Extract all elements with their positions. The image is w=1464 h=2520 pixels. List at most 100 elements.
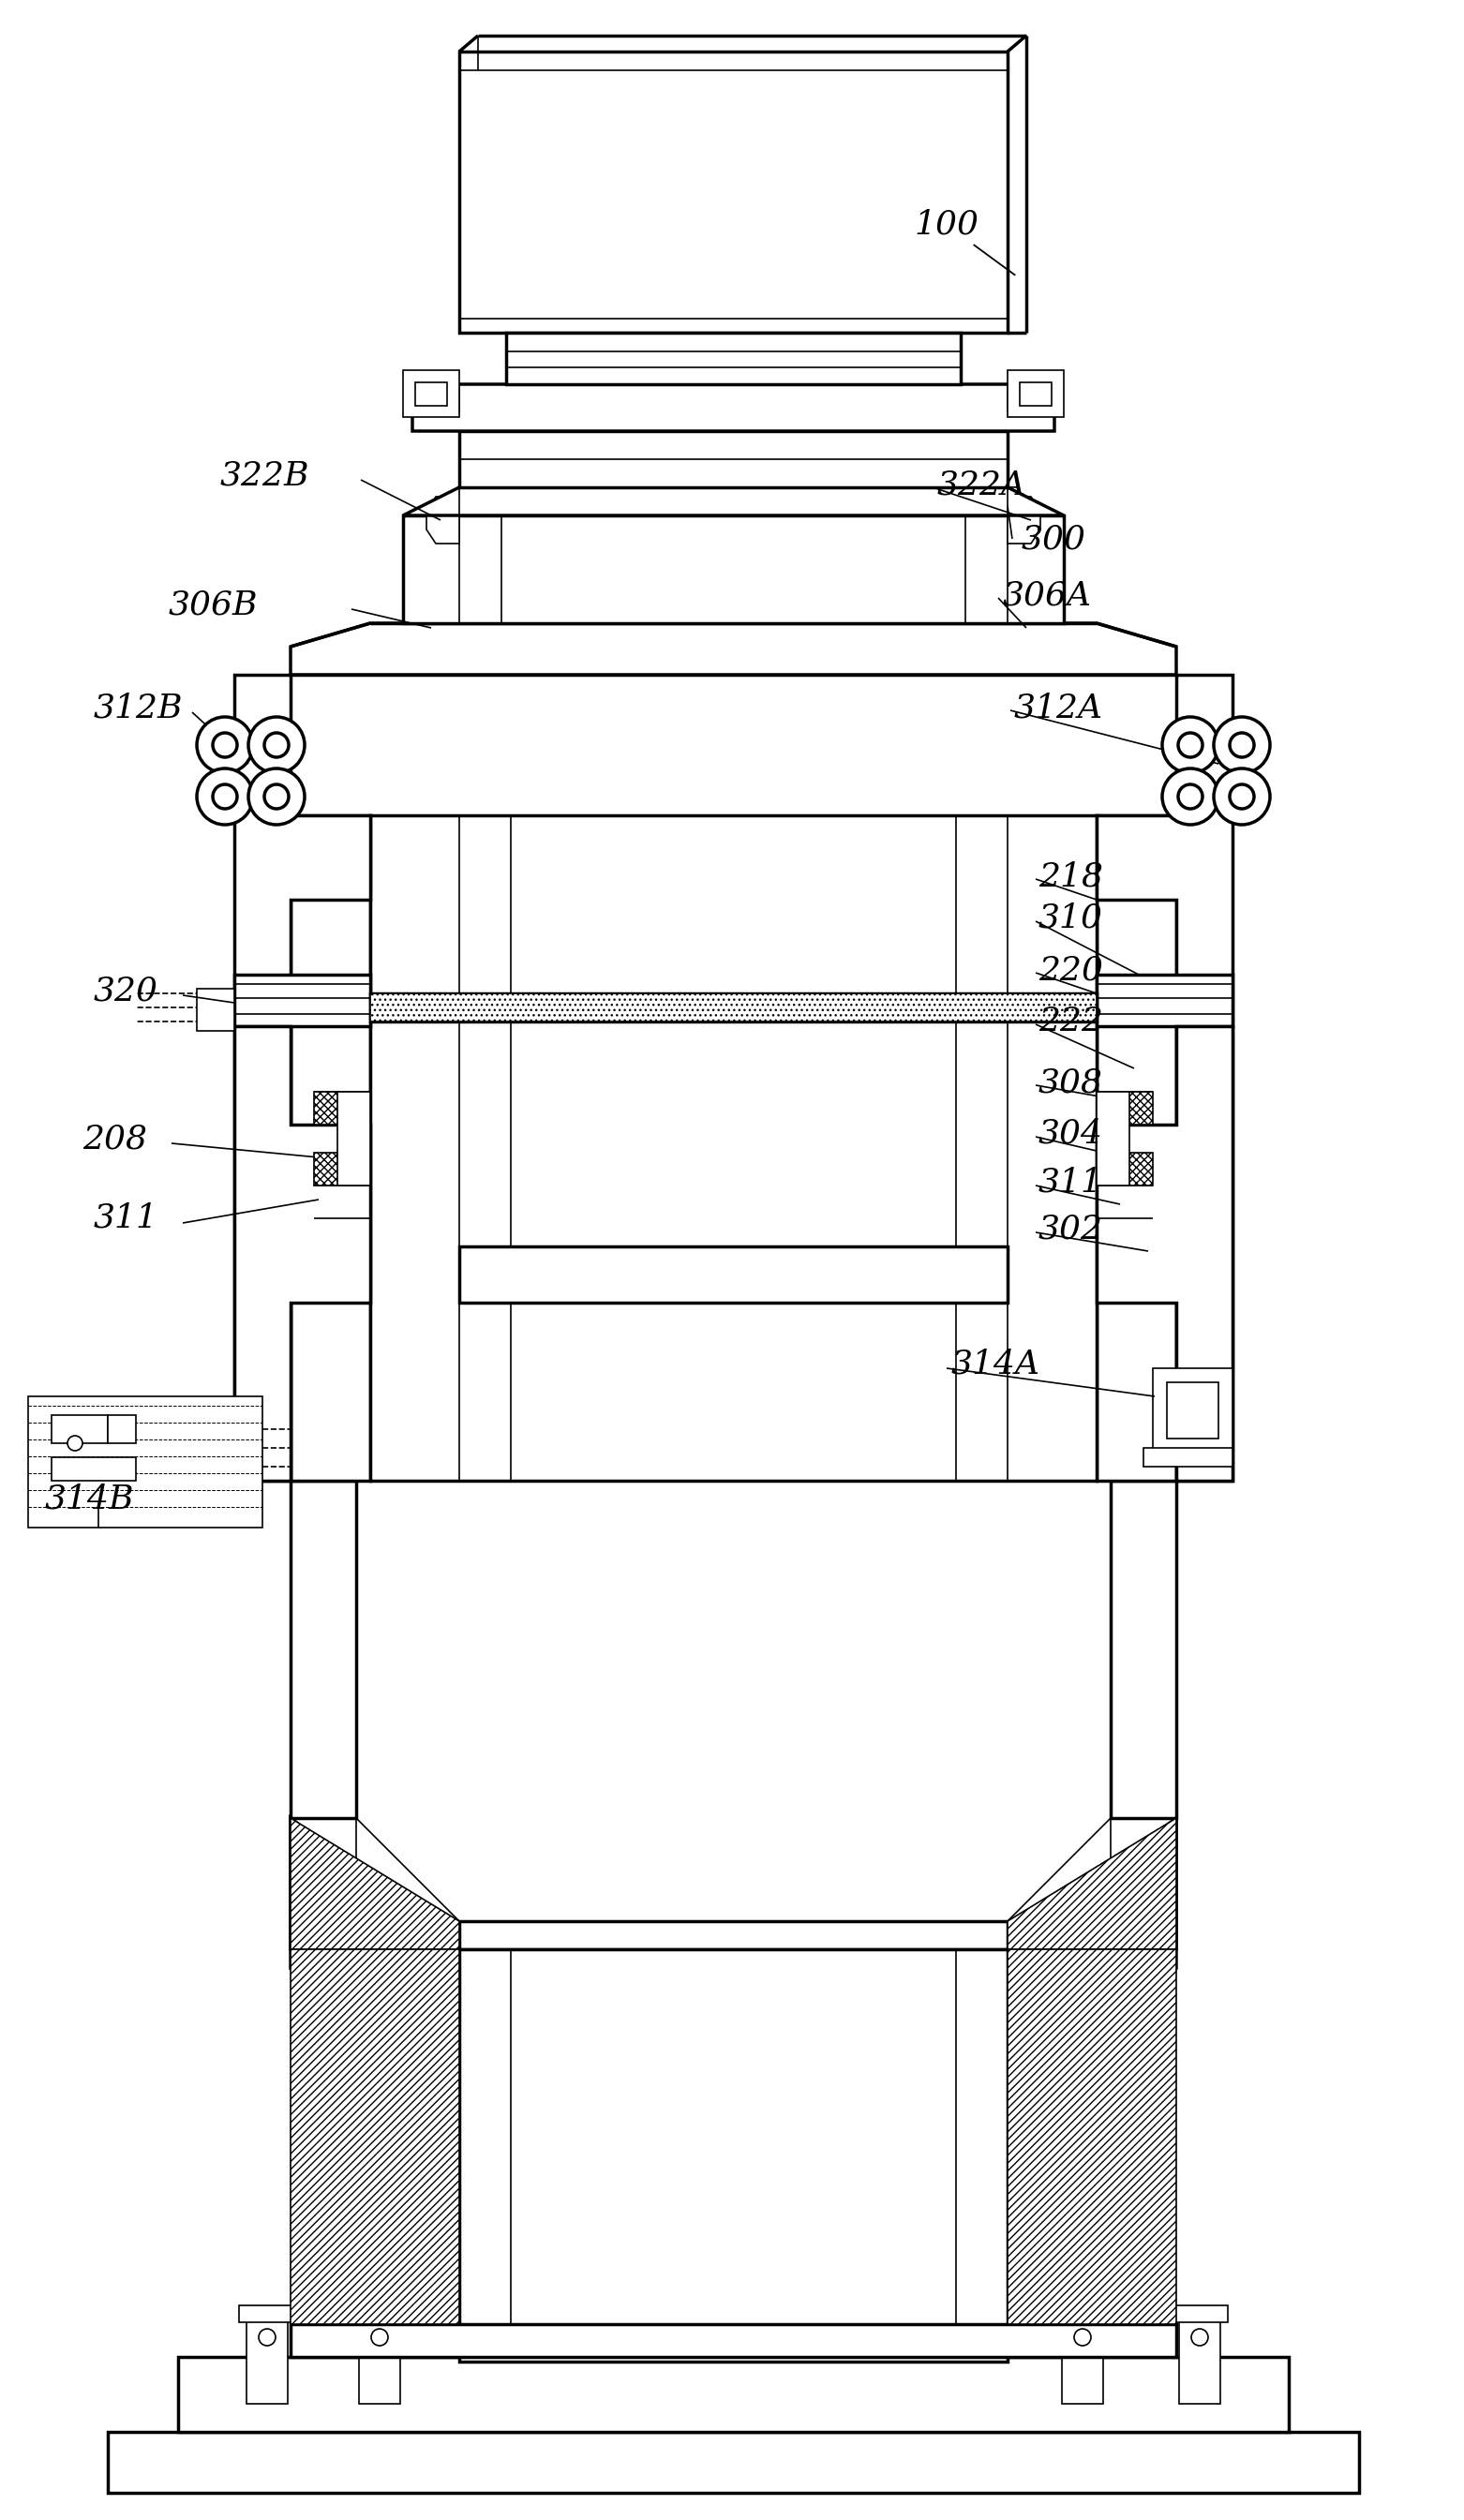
Circle shape <box>1075 2328 1091 2346</box>
Bar <box>1007 1950 1176 2323</box>
Circle shape <box>212 733 237 756</box>
Text: 314B: 314B <box>45 1484 135 1515</box>
Bar <box>1007 370 1064 416</box>
Bar <box>1179 2318 1221 2404</box>
Circle shape <box>1162 716 1218 774</box>
Bar <box>403 517 1064 622</box>
Text: 311: 311 <box>94 1202 158 1235</box>
Bar <box>370 816 1097 1482</box>
Polygon shape <box>356 1817 460 1920</box>
Bar <box>1097 816 1176 1482</box>
Bar <box>1171 2306 1228 2323</box>
Bar <box>1097 1152 1152 1184</box>
Polygon shape <box>1097 1026 1233 1482</box>
Polygon shape <box>1097 1026 1233 1482</box>
Text: 306A: 306A <box>1003 580 1092 610</box>
Polygon shape <box>290 1817 460 1968</box>
Bar <box>313 1091 370 1124</box>
Text: 322A: 322A <box>937 469 1026 501</box>
Bar <box>179 2356 1288 2432</box>
Bar <box>1097 816 1176 1482</box>
Polygon shape <box>234 675 370 1482</box>
Bar <box>370 993 1097 1021</box>
Polygon shape <box>290 1817 460 1950</box>
Bar <box>1167 1383 1218 1439</box>
Text: 208: 208 <box>82 1124 148 1154</box>
Text: 306B: 306B <box>168 590 258 620</box>
Polygon shape <box>413 383 1054 431</box>
Text: 311: 311 <box>1038 1167 1104 1200</box>
Bar <box>290 1950 460 2323</box>
Bar <box>108 2432 1359 2492</box>
Bar <box>460 431 1007 486</box>
Polygon shape <box>234 1026 370 1482</box>
Bar <box>1143 1449 1233 1467</box>
Bar <box>416 383 447 406</box>
Bar <box>359 2318 400 2404</box>
Bar <box>507 333 960 383</box>
Polygon shape <box>426 496 460 544</box>
Text: 314A: 314A <box>952 1348 1041 1378</box>
Circle shape <box>249 769 305 824</box>
Circle shape <box>1230 784 1255 809</box>
Circle shape <box>1179 784 1202 809</box>
Text: 322B: 322B <box>220 459 310 491</box>
Text: 312B: 312B <box>94 690 183 723</box>
Polygon shape <box>1007 1817 1176 1950</box>
Bar <box>1097 975 1233 1026</box>
Bar <box>1097 1091 1129 1184</box>
Circle shape <box>372 2328 388 2346</box>
Bar <box>1054 2306 1111 2323</box>
Bar <box>460 50 1007 333</box>
Circle shape <box>265 784 288 809</box>
Text: 320: 320 <box>94 975 158 1008</box>
Circle shape <box>67 1436 82 1452</box>
Text: 308: 308 <box>1038 1066 1104 1099</box>
Text: 302: 302 <box>1038 1215 1104 1245</box>
Bar <box>234 975 370 1026</box>
Polygon shape <box>290 1817 460 1950</box>
Polygon shape <box>290 1482 356 1817</box>
Polygon shape <box>1007 496 1041 544</box>
Bar <box>337 1091 370 1184</box>
Polygon shape <box>1111 1482 1176 1817</box>
Circle shape <box>196 716 253 774</box>
Polygon shape <box>234 675 370 1482</box>
Circle shape <box>1230 733 1255 756</box>
Bar <box>28 1396 262 1527</box>
Circle shape <box>1214 769 1269 824</box>
Bar <box>351 2306 407 2323</box>
Bar <box>51 1416 108 1444</box>
Circle shape <box>1162 769 1218 824</box>
Polygon shape <box>1007 1817 1176 1968</box>
Text: 218: 218 <box>1038 859 1104 892</box>
Circle shape <box>265 733 288 756</box>
Polygon shape <box>403 486 1064 517</box>
Bar <box>196 988 234 1031</box>
Text: 300: 300 <box>1022 524 1086 554</box>
Polygon shape <box>234 1026 370 1482</box>
Bar <box>1061 2318 1104 2404</box>
Bar <box>1020 383 1051 406</box>
Bar <box>403 370 460 416</box>
Circle shape <box>1192 2328 1208 2346</box>
Bar <box>108 1416 136 1444</box>
Circle shape <box>249 716 305 774</box>
Polygon shape <box>1007 1817 1176 1950</box>
Bar <box>290 2323 1176 2356</box>
Polygon shape <box>1007 1817 1111 1920</box>
Polygon shape <box>1097 675 1233 1482</box>
Text: 100: 100 <box>915 209 1015 275</box>
Circle shape <box>196 769 253 824</box>
Bar <box>290 816 370 1482</box>
Text: 304: 304 <box>1038 1119 1104 1149</box>
Polygon shape <box>290 622 1176 675</box>
Bar <box>460 1950 1007 2361</box>
Circle shape <box>1179 733 1202 756</box>
Polygon shape <box>1097 675 1233 1482</box>
Text: 312A: 312A <box>1015 690 1104 723</box>
Text: 222: 222 <box>1038 1005 1104 1038</box>
Bar <box>460 1920 1007 1950</box>
Circle shape <box>1214 716 1269 774</box>
Circle shape <box>212 784 237 809</box>
